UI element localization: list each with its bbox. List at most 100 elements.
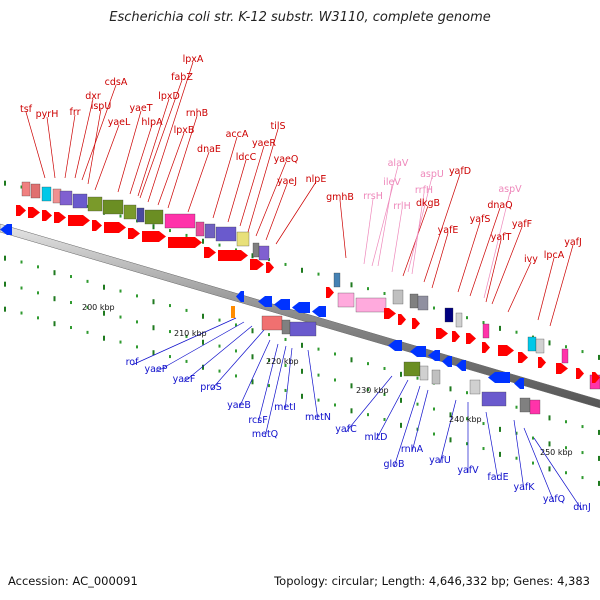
gene-label: rnhA xyxy=(401,444,424,455)
reverse-gene-arrow xyxy=(292,302,310,313)
forward-gene-arrow xyxy=(266,262,274,273)
guide-dot xyxy=(37,265,39,269)
guide-dot xyxy=(515,456,518,460)
guide-dot xyxy=(202,238,204,244)
guide-dot xyxy=(383,392,386,396)
guide-dot xyxy=(433,306,435,310)
gene-label: hlpA xyxy=(141,117,163,128)
guide-dot xyxy=(185,359,188,363)
guide-dot xyxy=(400,397,402,403)
guide-dot xyxy=(20,311,23,315)
forward-gene-arrow xyxy=(498,345,514,356)
feature-box xyxy=(87,196,103,212)
guide-dot xyxy=(367,287,369,291)
guide-dot xyxy=(598,354,600,360)
gene-label: nlpE xyxy=(306,174,327,185)
guide-dot xyxy=(466,417,468,421)
forward-gene-arrow xyxy=(68,215,90,226)
guide-dot xyxy=(383,417,386,421)
guide-dot xyxy=(565,446,567,450)
gene-label: proS xyxy=(200,382,222,393)
leader-line xyxy=(391,208,403,273)
guide-dot xyxy=(235,374,237,378)
guide-dot xyxy=(416,376,419,380)
guide-dot xyxy=(251,328,254,334)
guide-dot xyxy=(70,326,72,330)
reverse-gene-arrow xyxy=(0,224,12,235)
gene-label: yafU xyxy=(429,455,451,466)
feature-box xyxy=(289,321,317,337)
guide-dot xyxy=(383,291,386,295)
leader-line xyxy=(371,165,399,267)
guide-dot xyxy=(301,342,303,348)
leader-line xyxy=(157,132,185,206)
guide-dot xyxy=(350,357,353,363)
guide-dot xyxy=(86,204,89,208)
gene-label: yafF xyxy=(512,219,532,230)
guide-dot xyxy=(581,350,584,354)
guide-dot xyxy=(581,451,584,455)
tick-label: 230 kbp xyxy=(356,386,389,395)
guide-dot xyxy=(202,339,204,345)
guide-dot xyxy=(548,441,551,447)
leader-line xyxy=(339,199,347,259)
reverse-gene-arrow xyxy=(410,346,426,357)
guide-dot xyxy=(20,185,23,189)
leader-line xyxy=(46,116,56,179)
guide-dot xyxy=(565,420,567,424)
feature-box xyxy=(231,306,235,318)
guide-dot xyxy=(515,330,518,334)
gene-label: dxr xyxy=(85,91,101,102)
guide-dot xyxy=(37,316,39,320)
reverse-gene-arrow xyxy=(312,306,326,317)
gene-label: lpxA xyxy=(183,54,204,65)
gene-label: ivy xyxy=(524,254,538,265)
feature-box xyxy=(252,242,260,258)
gene-label: yaeQ xyxy=(274,154,299,165)
leader-line xyxy=(423,173,461,283)
forward-gene-arrow xyxy=(204,247,216,258)
guide-dot xyxy=(20,286,23,290)
feature-box xyxy=(409,293,419,309)
forward-gene-arrow xyxy=(28,207,40,218)
guide-dot xyxy=(383,366,386,370)
tick-label: 220 kbp xyxy=(266,357,299,366)
leader-line xyxy=(265,183,288,241)
gene-label: tsf xyxy=(20,104,33,115)
gene-label: yaeL xyxy=(108,117,131,128)
guide-dot xyxy=(284,337,287,341)
guide-dot xyxy=(169,304,171,308)
guide-dot xyxy=(317,272,320,276)
guide-dot xyxy=(136,294,138,298)
gene-label: dnaQ xyxy=(487,200,512,211)
reverse-gene-arrow xyxy=(274,299,290,310)
guide-dot xyxy=(185,334,188,338)
guide-dot xyxy=(53,296,56,302)
gene-label: yafD xyxy=(449,166,471,177)
gene-label: ileV xyxy=(383,177,401,188)
gene-label: yafE xyxy=(438,225,459,236)
guide-dot xyxy=(169,229,171,233)
gene-label: yaeP xyxy=(144,364,167,375)
guide-dot xyxy=(119,289,122,293)
forward-gene-arrow xyxy=(16,205,26,216)
gene-label: frr xyxy=(70,107,81,118)
feature-box xyxy=(164,213,196,229)
leader-line xyxy=(411,389,429,453)
gene-label: rnhB xyxy=(186,108,208,119)
guide-dot xyxy=(152,350,155,356)
guide-dot xyxy=(482,447,485,451)
leader-line xyxy=(183,325,253,383)
guide-dot xyxy=(152,224,155,230)
guide-dot xyxy=(350,408,353,414)
guide-dot xyxy=(466,442,468,446)
leader-line xyxy=(187,151,210,213)
gene-label: mltD xyxy=(365,432,388,443)
guide-dot xyxy=(581,476,584,480)
feature-box xyxy=(136,207,145,223)
forward-gene-arrow xyxy=(128,228,140,239)
guide-dot xyxy=(350,383,353,389)
reverse-gene-arrow xyxy=(388,340,402,351)
forward-gene-arrow xyxy=(412,318,420,329)
